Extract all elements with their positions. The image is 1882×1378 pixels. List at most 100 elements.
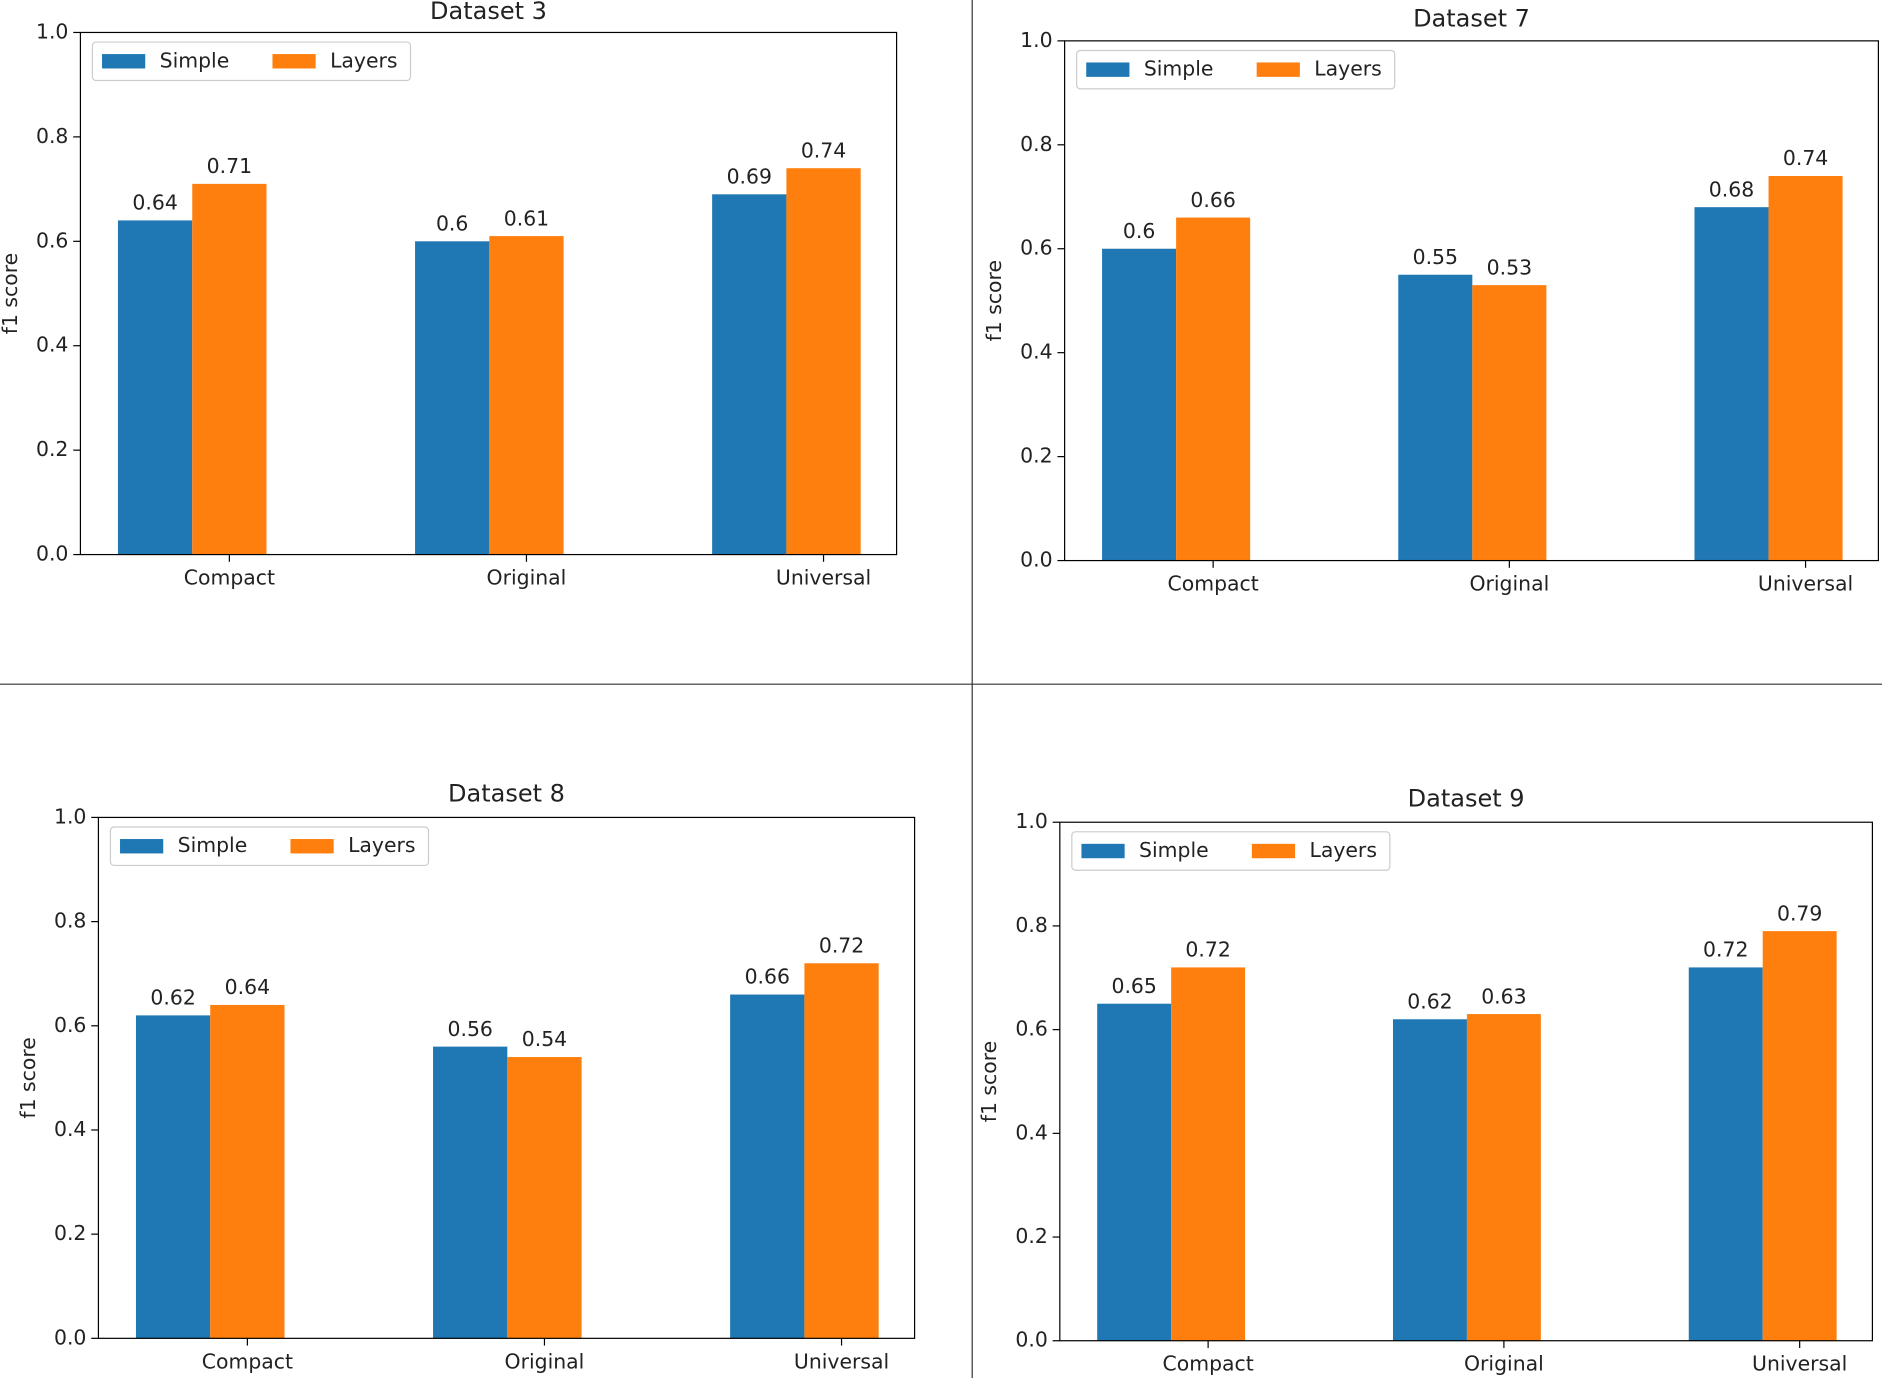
legend-label: Simple (160, 48, 230, 72)
x-tick-label: Universal (794, 1349, 889, 1373)
bar (1176, 217, 1251, 561)
legend-swatch (272, 54, 316, 69)
data-label: 0.79 (1777, 901, 1822, 925)
chart-title: Dataset 9 (1408, 784, 1525, 812)
x-tick-label: Compact (184, 566, 275, 590)
data-label: 0.74 (801, 138, 846, 162)
y-tick-label: 0.8 (1020, 132, 1052, 156)
x-tick-label: Compact (1163, 1352, 1254, 1376)
data-label: 0.6 (1123, 219, 1155, 243)
y-tick-label: 0.2 (54, 1221, 86, 1245)
legend-swatch (290, 839, 334, 854)
x-tick-label: Original (505, 1349, 585, 1373)
x-tick-label: Compact (202, 1349, 293, 1373)
data-label: 0.61 (504, 206, 549, 230)
bar (1392, 1019, 1467, 1341)
bar (1097, 1003, 1172, 1341)
y-tick-label: 0.4 (54, 1117, 86, 1141)
bar (1472, 285, 1547, 561)
data-label: 0.72 (1703, 938, 1748, 962)
legend-box (91, 41, 412, 82)
y-tick-label: 0.4 (1015, 1120, 1047, 1144)
y-axis-label: f1 score (16, 1037, 40, 1118)
bar (1171, 967, 1246, 1341)
y-tick-label: 0.4 (1020, 340, 1052, 364)
y-tick-label: 0.6 (1020, 236, 1052, 260)
x-tick-label: Original (1464, 1352, 1544, 1376)
y-tick-label: 1.0 (54, 804, 86, 828)
y-axis-label: f1 score (0, 253, 22, 334)
data-label: 0.66 (1190, 188, 1235, 212)
legend-label: Simple (1144, 57, 1214, 81)
bar (786, 168, 861, 555)
data-label: 0.65 (1111, 974, 1156, 998)
bar (117, 220, 193, 555)
y-tick-label: 0.0 (1015, 1328, 1047, 1352)
legend-label: Layers (1314, 57, 1381, 81)
data-label: 0.74 (1783, 146, 1828, 170)
y-tick-label: 0.6 (54, 1013, 86, 1037)
y-tick-label: 0.8 (54, 909, 86, 933)
y-tick-label: 1.0 (1020, 28, 1052, 52)
y-tick-label: 1.0 (1015, 809, 1047, 833)
y-tick-label: 0.8 (36, 124, 68, 148)
y-tick-label: 0.2 (36, 437, 68, 461)
plot-frame (97, 816, 916, 1339)
y-tick-label: 0.6 (1015, 1017, 1047, 1041)
data-label: 0.66 (745, 965, 790, 989)
data-label: 0.6 (436, 212, 468, 236)
legend-box (109, 826, 430, 867)
data-label: 0.72 (1185, 938, 1230, 962)
bar (489, 236, 564, 555)
bar (1694, 207, 1769, 561)
bar (192, 183, 267, 555)
x-tick-label: Original (1469, 572, 1549, 596)
x-tick-label: Compact (1168, 572, 1259, 596)
legend-label: Layers (1309, 838, 1376, 862)
legend-label: Simple (178, 833, 248, 857)
legend-swatch (120, 839, 164, 854)
y-tick-label: 1.0 (36, 19, 68, 43)
y-tick-label: 0.2 (1020, 444, 1052, 468)
legend-box (1071, 831, 1391, 871)
plot-frame (1064, 40, 1879, 562)
bar (1102, 248, 1177, 561)
y-axis-label: f1 score (982, 260, 1006, 341)
bar (1466, 1014, 1541, 1341)
bar (1768, 175, 1843, 561)
legend-box (1076, 49, 1396, 90)
chart-title: Dataset 7 (1413, 4, 1530, 32)
x-tick-label: Universal (776, 566, 871, 590)
y-tick-label: 0.0 (36, 542, 68, 566)
y-tick-label: 0.0 (1020, 548, 1052, 572)
legend-swatch (1086, 62, 1130, 77)
data-label: 0.53 (1487, 255, 1532, 279)
x-tick-label: Universal (1758, 572, 1853, 596)
chart-title: Dataset 3 (430, 0, 547, 25)
data-label: 0.63 (1481, 984, 1526, 1008)
legend-swatch (102, 54, 146, 69)
legend-label: Simple (1139, 838, 1209, 862)
chart-title: Dataset 8 (448, 780, 565, 808)
y-tick-label: 0.8 (1015, 913, 1047, 937)
x-tick-label: Universal (1752, 1352, 1847, 1376)
bar (507, 1057, 582, 1339)
plot-frame (79, 31, 898, 556)
data-label: 0.71 (207, 154, 252, 178)
plot-frame (1059, 821, 1873, 1342)
data-label: 0.55 (1413, 245, 1458, 269)
bar (433, 1046, 508, 1339)
data-label: 0.68 (1709, 177, 1754, 201)
y-tick-label: 0.2 (1015, 1224, 1047, 1248)
data-label: 0.64 (132, 191, 177, 215)
bar (1688, 967, 1763, 1341)
legend-swatch (1251, 843, 1296, 859)
bar (712, 194, 787, 555)
y-tick-label: 0.4 (36, 333, 68, 357)
data-label: 0.56 (447, 1017, 492, 1041)
data-label: 0.62 (1407, 989, 1452, 1013)
y-tick-label: 0.0 (54, 1325, 86, 1349)
legend-label: Layers (348, 833, 415, 857)
